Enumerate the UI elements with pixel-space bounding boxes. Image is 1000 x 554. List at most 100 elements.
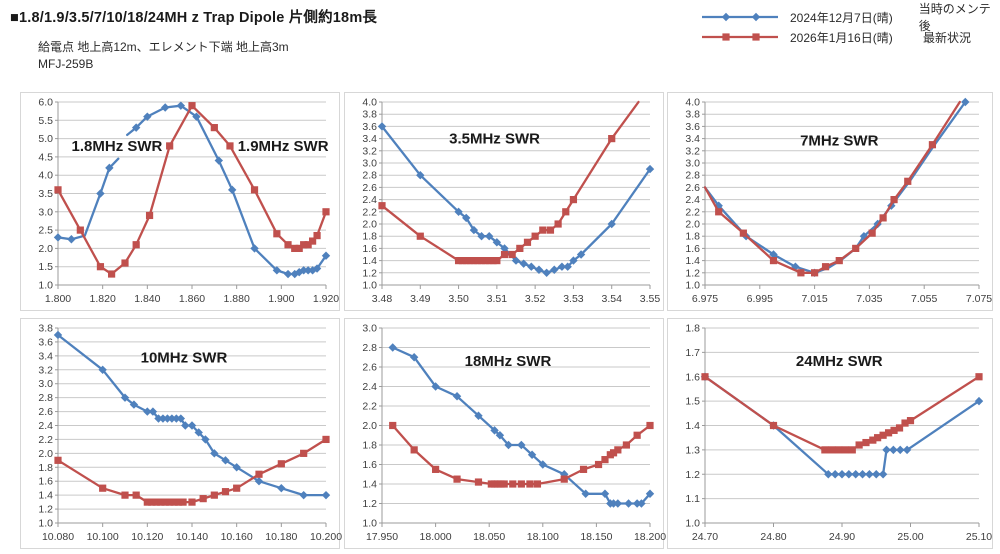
square-marker <box>609 449 618 457</box>
y-tick-label: 1.6 <box>685 243 700 255</box>
x-tick-label: 3.53 <box>563 293 584 305</box>
x-tick-label: 25.10 <box>966 531 992 543</box>
series-red-markers <box>715 141 937 277</box>
x-tick-label: 3.52 <box>525 293 546 305</box>
square-marker <box>416 232 424 240</box>
chart-label: 1.9MHz SWR <box>238 138 329 155</box>
y-tick-label: 2.4 <box>362 381 377 393</box>
y-tick-label: 2.8 <box>685 170 700 182</box>
square-marker <box>453 475 461 483</box>
chart-1.8-1.9mhz-svg: 1.0 1.5 2.0 2.5 3.0 3.5 4.0 4.5 5.0 5.5 6.0 1.800 1.… <box>38 97 339 306</box>
square-marker <box>715 208 723 216</box>
y-tick-label: 5.0 <box>38 133 53 145</box>
y-tick-label: 2.2 <box>362 401 377 413</box>
diamond-marker <box>751 12 761 22</box>
square-marker <box>835 257 843 265</box>
diamond-marker <box>187 421 197 430</box>
diamond-marker <box>872 470 881 479</box>
x-tick-label: 1.900 <box>268 293 294 305</box>
x-tick-label: 10.100 <box>87 531 119 543</box>
legend-swatch-red-square-icon <box>700 30 780 44</box>
diamond-marker <box>613 499 623 508</box>
axes <box>379 327 651 527</box>
square-marker <box>284 241 292 249</box>
diamond-marker <box>321 251 331 260</box>
square-marker <box>322 208 330 216</box>
diamond-marker <box>409 353 419 362</box>
x-tick-label: 6.995 <box>747 293 773 305</box>
axes <box>55 327 327 527</box>
page-title: ■1.8/1.9/3.5/7/10/18/24MH z Trap Dipole … <box>10 10 378 26</box>
y-tick-label: 2.8 <box>362 342 377 354</box>
axis-tick-labels: 1.0 1.2 1.4 1.6 1.8 2.0 2.2 2.4 2.6 2.8 3.0 17.950 1… <box>362 323 666 544</box>
series-red-line <box>703 375 981 452</box>
diamond-marker <box>474 411 483 420</box>
square-marker <box>855 441 863 449</box>
y-tick-label: 2.0 <box>685 219 700 231</box>
y-tick-label: 1.0 <box>38 280 53 292</box>
y-tick-label: 1.4 <box>362 479 377 491</box>
square-marker <box>523 238 532 246</box>
series-red-markers <box>378 135 616 265</box>
antenna-setup-note: 給電点 地上高12m、エレメント下端 地上高3m <box>38 40 289 54</box>
x-tick-label: 10.080 <box>42 531 74 543</box>
y-tick-label: 3.2 <box>362 145 377 157</box>
diamond-marker <box>416 171 425 180</box>
diamond-marker <box>878 470 888 479</box>
axis-tick-labels: 1.01.21.41.61.82.02.22.42.62.83.03.23.43… <box>685 97 992 306</box>
diamond-marker <box>462 213 471 223</box>
chart-panel-3.5mhz: 1.0 1.2 1.4 1.6 1.8 2.0 2.2 2.4 2.6 2.8 3.0 3.2 3.4 3… <box>344 92 664 311</box>
y-tick-label: 2.8 <box>38 392 53 404</box>
diamond-marker <box>600 489 610 498</box>
y-tick-label: 3.8 <box>685 109 700 121</box>
diamond-marker <box>500 244 509 253</box>
diamond-marker <box>172 414 181 423</box>
square-marker <box>562 208 570 216</box>
diamond-marker <box>511 256 521 265</box>
chart-3.5mhz-svg: 1.01.21.41.61.82.02.22.42.62.83.03.23.43… <box>362 97 660 306</box>
square-marker <box>752 33 760 41</box>
axes <box>702 101 980 289</box>
y-tick-label: 2.0 <box>362 219 377 231</box>
square-marker <box>884 429 893 437</box>
square-marker <box>797 269 805 277</box>
square-marker <box>161 498 169 506</box>
square-marker <box>273 230 281 238</box>
y-tick-label: 1.8 <box>685 231 700 243</box>
y-tick-label: 1.6 <box>362 243 377 255</box>
square-marker <box>739 229 747 237</box>
x-tick-label: 24.80 <box>760 531 786 543</box>
y-tick-label: 1.6 <box>362 459 377 471</box>
diamond-marker <box>637 499 646 508</box>
square-marker <box>477 257 486 265</box>
diamond-marker <box>181 421 190 430</box>
chart-7mhz-svg: 1.01.21.41.61.82.02.22.42.62.83.03.23.43… <box>685 97 992 306</box>
square-marker <box>309 237 317 245</box>
y-tick-label: 2.6 <box>685 182 700 194</box>
diamond-marker <box>477 232 486 241</box>
square-marker <box>539 226 547 234</box>
square-marker <box>874 434 882 442</box>
square-marker <box>493 257 501 265</box>
y-tick-label: 1.0 <box>362 280 377 292</box>
y-tick-label: 3.0 <box>685 158 700 170</box>
series-red-markers <box>54 102 330 278</box>
diamond-marker <box>158 414 168 423</box>
diamond-marker <box>492 238 502 247</box>
axis-tick-labels: 1.01.21.41.61.82.02.22.42.62.83.03.23.43… <box>362 97 660 306</box>
y-tick-label: 4.5 <box>38 151 53 163</box>
diamond-marker <box>283 269 293 279</box>
diamond-marker <box>495 431 505 440</box>
diamond-marker <box>161 103 170 112</box>
x-tick-label: 6.975 <box>692 293 718 305</box>
square-marker <box>834 446 843 454</box>
diamond-marker <box>277 483 286 493</box>
diamond-marker <box>632 499 642 508</box>
legend-desc-label: 最新状況 <box>923 30 972 45</box>
diamond-marker <box>377 122 387 131</box>
axes <box>702 327 980 527</box>
square-marker <box>828 446 836 454</box>
chart-panel-18mhz: 1.0 1.2 1.4 1.6 1.8 2.0 2.2 2.4 2.6 2.8 3.0 17.950 1… <box>344 318 666 549</box>
y-tick-label: 3.4 <box>38 350 53 362</box>
square-marker <box>879 214 887 222</box>
